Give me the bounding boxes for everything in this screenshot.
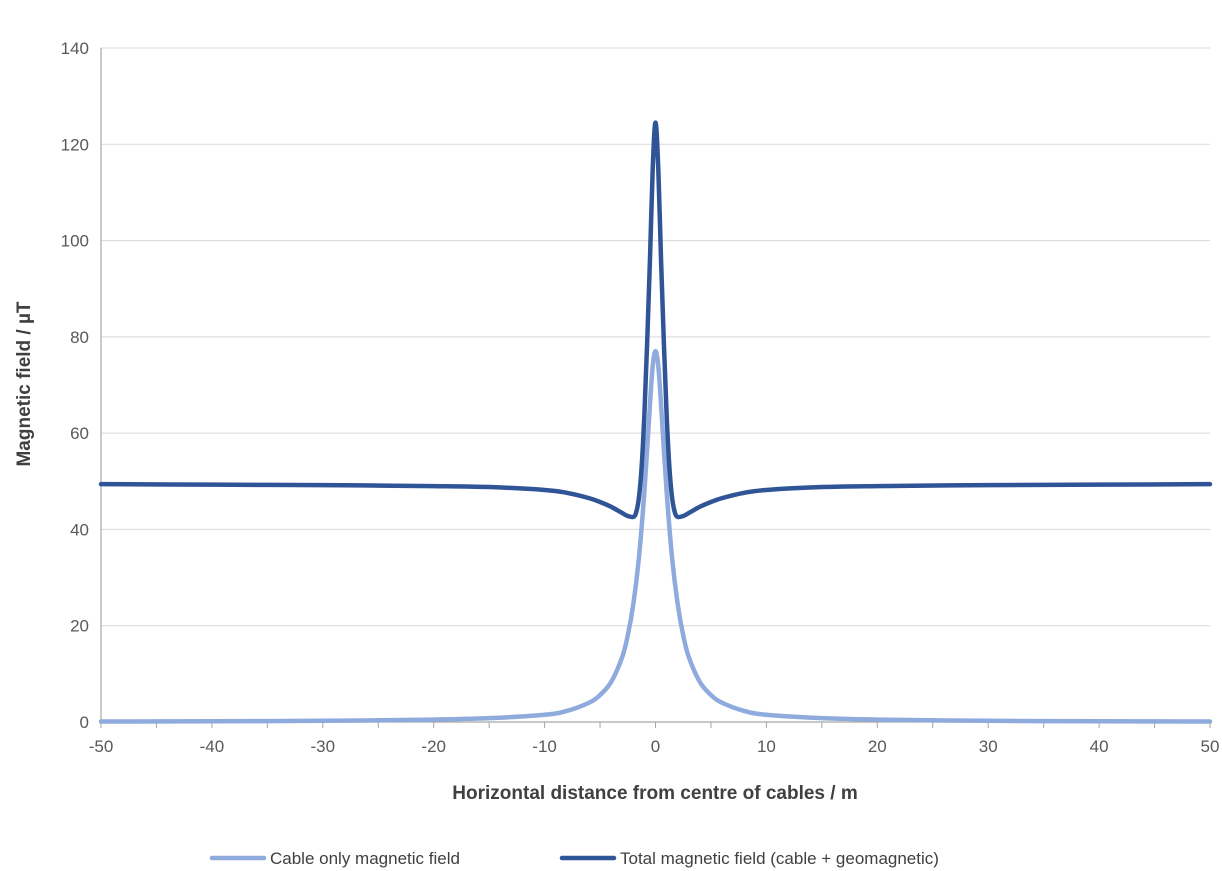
x-tick-label: -30 [311, 737, 336, 756]
legend-item-total: Total magnetic field (cable + geomagneti… [559, 849, 939, 868]
axes: 0 20 40 60 80 100 120 140 -50 -40 -30 -20 -10 0 10 20 30… [61, 39, 1220, 756]
y-tick-label: 20 [70, 617, 89, 636]
series-line-cable-only [98, 349, 1213, 724]
x-tick-label: 0 [651, 737, 660, 756]
y-tick-label: 40 [70, 520, 89, 539]
series-line-total [98, 120, 1213, 520]
x-tick-label: -40 [200, 737, 225, 756]
y-tick-label: 100 [61, 232, 89, 251]
x-tick-label: -20 [421, 737, 446, 756]
y-tick-label: 120 [61, 135, 89, 154]
series-lines [98, 120, 1213, 724]
x-tick-label: -50 [89, 737, 114, 756]
x-tick-label: 10 [757, 737, 776, 756]
x-tick-label: 40 [1090, 737, 1109, 756]
x-axis-title: Horizontal distance from centre of cable… [452, 783, 857, 804]
y-tick-label: 80 [70, 328, 89, 347]
y-axis-title: Magnetic field / µT [14, 301, 35, 466]
x-tick-label: 20 [868, 737, 887, 756]
x-tick-label: 50 [1201, 737, 1220, 756]
y-tick-label: 0 [80, 713, 89, 732]
legend-label: Total magnetic field (cable + geomagneti… [620, 849, 939, 868]
y-tick-label: 140 [61, 39, 89, 58]
y-tick-label: 60 [70, 424, 89, 443]
x-tick-label: -10 [532, 737, 557, 756]
legend: Cable only magnetic field Total magnetic … [209, 849, 939, 868]
x-tick-label: 30 [979, 737, 998, 756]
legend-label: Cable only magnetic field [270, 849, 460, 868]
legend-item-cable-only: Cable only magnetic field [209, 849, 460, 868]
